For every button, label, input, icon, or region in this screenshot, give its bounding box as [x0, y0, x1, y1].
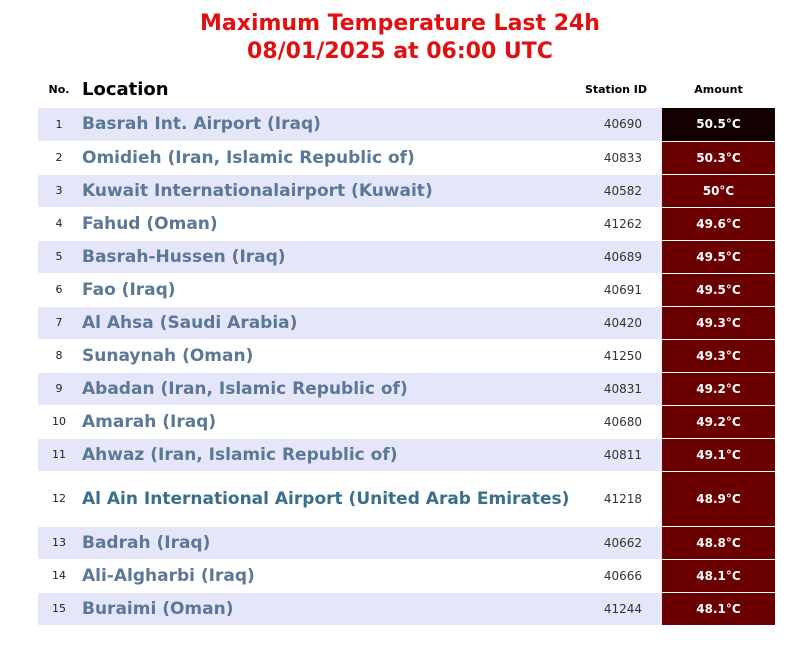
row-location: Ali-Algharbi (Iraq)	[80, 559, 570, 593]
row-station-id: 40666	[570, 559, 662, 593]
row-station-id: 41218	[570, 471, 662, 527]
row-number: 10	[38, 405, 80, 439]
header-row: No. Location Station ID Amount	[38, 70, 775, 108]
row-location: Fahud (Oman)	[80, 207, 570, 241]
row-location: Amarah (Iraq)	[80, 405, 570, 439]
row-location: Basrah-Hussen (Iraq)	[80, 240, 570, 274]
row-location: Badrah (Iraq)	[80, 526, 570, 560]
table-row: 9 Abadan (Iran, Islamic Republic of) 40831…	[38, 372, 775, 406]
table-row: 10 Amarah (Iraq) 40680 49.2°C	[38, 405, 775, 439]
row-location: Basrah Int. Airport (Iraq)	[80, 108, 570, 142]
row-amount: 48.9°C	[662, 471, 775, 527]
row-location: Ahwaz (Iran, Islamic Republic of)	[80, 438, 570, 472]
table-row: 4 Fahud (Oman) 41262 49.6°C	[38, 207, 775, 241]
row-number: 13	[38, 526, 80, 560]
row-station-id: 41262	[570, 207, 662, 241]
row-number: 7	[38, 306, 80, 340]
row-location: Abadan (Iran, Islamic Republic of)	[80, 372, 570, 406]
row-amount: 48.1°C	[662, 592, 775, 626]
table-row: 7 Al Ahsa (Saudi Arabia) 40420 49.3°C	[38, 306, 775, 340]
header-station-id: Station ID	[584, 82, 648, 96]
row-number: 3	[38, 174, 80, 208]
row-amount: 49.1°C	[662, 438, 775, 472]
row-number: 15	[38, 592, 80, 626]
row-number: 1	[38, 108, 80, 142]
row-amount: 49.3°C	[662, 339, 775, 373]
row-station-id: 40690	[570, 108, 662, 142]
title-line-2: 08/01/2025 at 06:00 UTC	[247, 39, 553, 64]
row-number: 6	[38, 273, 80, 307]
row-location: Al Ahsa (Saudi Arabia)	[80, 306, 570, 340]
row-location: Fao (Iraq)	[80, 273, 570, 307]
header-amount: Amount	[694, 82, 743, 96]
row-station-id: 40420	[570, 306, 662, 340]
table-row: 13 Badrah (Iraq) 40662 48.8°C	[38, 526, 775, 560]
row-station-id: 40582	[570, 174, 662, 208]
table-row: 1 Basrah Int. Airport (Iraq) 40690 50.5°C	[38, 108, 775, 142]
row-station-id: 40680	[570, 405, 662, 439]
row-number: 9	[38, 372, 80, 406]
table-row: 5 Basrah-Hussen (Iraq) 40689 49.5°C	[38, 240, 775, 274]
row-location: Sunaynah (Oman)	[80, 339, 570, 373]
row-amount: 50.3°C	[662, 141, 775, 175]
row-station-id: 40831	[570, 372, 662, 406]
page-title: Maximum Temperature Last 24h 08/01/2025 …	[0, 10, 800, 66]
row-amount: 48.8°C	[662, 526, 775, 560]
row-number: 8	[38, 339, 80, 373]
row-location: Buraimi (Oman)	[80, 592, 570, 626]
row-station-id: 40691	[570, 273, 662, 307]
row-number: 14	[38, 559, 80, 593]
table-row: 15 Buraimi (Oman) 41244 48.1°C	[38, 592, 775, 626]
row-amount: 49.2°C	[662, 405, 775, 439]
row-amount: 49.5°C	[662, 273, 775, 307]
row-location: Al Ain International Airport (United Ara…	[80, 471, 570, 527]
row-amount: 49.5°C	[662, 240, 775, 274]
row-location: Omidieh (Iran, Islamic Republic of)	[80, 141, 570, 175]
table-row: 11 Ahwaz (Iran, Islamic Republic of) 40811…	[38, 438, 775, 472]
row-station-id: 40662	[570, 526, 662, 560]
row-location: Kuwait Internationalairport (Kuwait)	[80, 174, 570, 208]
row-amount: 48.1°C	[662, 559, 775, 593]
row-amount: 49.3°C	[662, 306, 775, 340]
row-station-id: 40811	[570, 438, 662, 472]
header-no: No.	[48, 82, 70, 96]
table-row: 12 Al Ain International Airport (United A…	[38, 471, 775, 527]
row-amount: 49.6°C	[662, 207, 775, 241]
title-line-1: Maximum Temperature Last 24h	[200, 11, 600, 36]
table-row: 2 Omidieh (Iran, Islamic Republic of) 4083…	[38, 141, 775, 175]
table-row: 6 Fao (Iraq) 40691 49.5°C	[38, 273, 775, 307]
table-row: 8 Sunaynah (Oman) 41250 49.3°C	[38, 339, 775, 373]
row-number: 4	[38, 207, 80, 241]
table-row: 3 Kuwait Internationalairport (Kuwait) 405…	[38, 174, 775, 208]
row-number: 5	[38, 240, 80, 274]
row-number: 12	[38, 471, 80, 527]
row-station-id: 40689	[570, 240, 662, 274]
row-station-id: 41244	[570, 592, 662, 626]
row-station-id: 41250	[570, 339, 662, 373]
row-number: 11	[38, 438, 80, 472]
row-amount: 50.5°C	[662, 108, 775, 142]
row-amount: 50°C	[662, 174, 775, 208]
header-location: Location	[82, 78, 169, 100]
row-number: 2	[38, 141, 80, 175]
temperature-table: No. Location Station ID Amount 1 Basrah I…	[38, 70, 775, 626]
table-row: 14 Ali-Algharbi (Iraq) 40666 48.1°C	[38, 559, 775, 593]
row-station-id: 40833	[570, 141, 662, 175]
row-amount: 49.2°C	[662, 372, 775, 406]
